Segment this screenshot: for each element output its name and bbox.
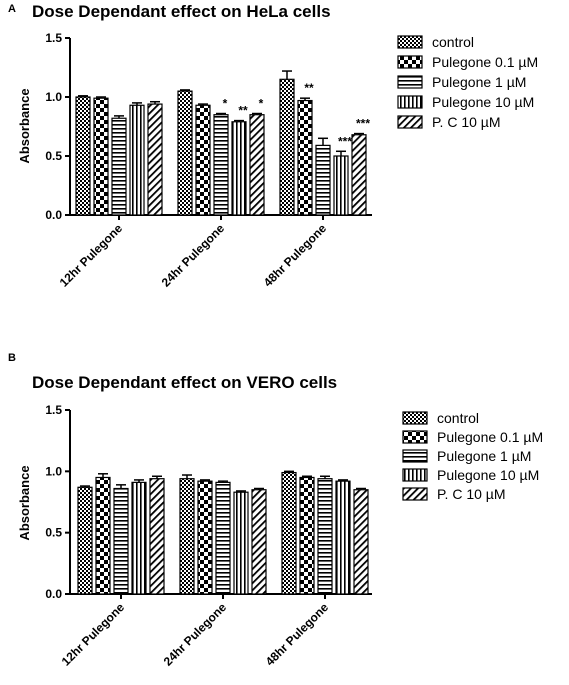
bar [297,99,313,216]
chart-title-vero: Dose Dependant effect on VERO cells [32,373,337,392]
bar [215,481,231,595]
significance-label: ** [238,104,248,118]
bar [351,134,367,216]
legend-swatch [397,115,423,129]
y-axis-label-vero: Absorbance [17,465,32,540]
bar [93,97,109,216]
legend-label: control [432,34,474,50]
legend-label: Pulegone 0.1 µM [437,429,543,445]
significance-label: *** [356,117,370,131]
x-tick-label: 48hr Pulegone [261,221,330,290]
legend-label: Pulegone 1 µM [432,74,526,90]
panel-b: B Dose Dependant effect on VERO cells Ab… [8,352,543,669]
bar [251,489,267,595]
bar [335,480,351,595]
bar [75,96,91,216]
legend-label: P. C 10 µM [432,114,501,130]
x-tick-label: 24hr Pulegone [161,600,230,669]
bar [149,478,165,595]
legend-label: control [437,410,479,426]
significance-label: ** [304,81,314,95]
x-tick-label: 12hr Pulegone [57,221,126,290]
bar [77,486,93,595]
y-tick-label: 0.5 [45,526,62,540]
legend-swatch [397,35,423,49]
legend-label: Pulegone 0.1 µM [432,54,538,70]
bar [129,104,145,216]
bars-hela: ************ [75,70,370,216]
x-tick-label: 24hr Pulegone [159,221,228,290]
significance-label: *** [338,134,352,148]
y-tick-label: 0.5 [45,149,62,163]
legend-swatch [397,75,423,89]
bar [95,476,111,595]
significance-label: * [223,97,228,111]
y-axis-label-hela: Absorbance [17,88,32,163]
bar [197,480,213,595]
y-tick-label: 1.0 [45,90,62,104]
y-tick-label: 1.5 [45,403,62,417]
y-tick-label: 0.0 [45,587,62,601]
legend-swatch [397,55,423,69]
bar [147,103,163,216]
bar [281,471,297,595]
y-tick-label: 1.0 [45,464,62,478]
x-tick-label: 48hr Pulegone [263,600,332,669]
legend-vero: control Pulegone 0.1 µM Pulegone 1 µM Puleg… [402,410,543,502]
bar [131,481,147,595]
chart-title-hela: Dose Dependant effect on HeLa cells [32,2,331,21]
y-tick-label: 1.5 [45,31,62,45]
bar [279,78,295,216]
legend-swatch [402,430,428,444]
legend-label: Pulegone 10 µM [437,467,539,483]
legend-label: Pulegone 1 µM [437,448,531,464]
bar [177,90,193,216]
bar [231,121,247,216]
legend-swatch [402,449,428,463]
bar [315,144,331,216]
legend-swatch [402,468,428,482]
bar [299,476,315,595]
bar [179,478,195,595]
legend-swatch [397,95,423,109]
bar [353,489,369,595]
legend-swatch [402,411,428,425]
y-tick-label: 0.0 [45,208,62,222]
x-tick-label: 12hr Pulegone [59,600,128,669]
bar [111,117,127,216]
legend-label: P. C 10 µM [437,486,506,502]
bar [317,478,333,595]
bar [333,155,349,216]
legend-hela: control Pulegone 0.1 µM Pulegone 1 µM Puleg… [397,34,538,130]
legend-swatch [402,487,428,501]
panel-a: A Dose Dependant effect on HeLa cells Ab… [8,2,538,290]
bar [113,487,129,595]
panel-letter-a: A [8,3,16,15]
bar [249,114,265,216]
significance-label: * [259,97,264,111]
bar [213,114,229,216]
panel-letter-b: B [8,352,16,364]
bars-vero [77,470,369,595]
bar [233,491,249,595]
bar [195,104,211,216]
legend-label: Pulegone 10 µM [432,94,534,110]
